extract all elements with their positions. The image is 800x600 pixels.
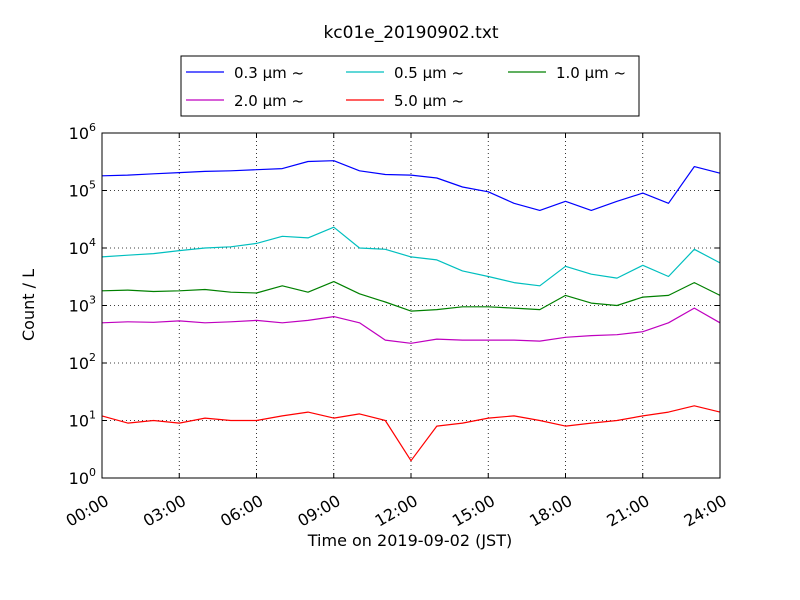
x-tick-label: 06:00 <box>217 491 266 531</box>
grid <box>102 133 720 478</box>
series-line-2 <box>101 281 721 312</box>
y-tick-exponent: 6 <box>89 121 96 134</box>
y-tick-label: 101 <box>69 409 96 431</box>
y-tick-label: 100 <box>69 466 96 488</box>
x-tick-label: 12:00 <box>372 491 421 531</box>
y-tick-base: 10 <box>69 182 89 201</box>
y-tick-base: 10 <box>69 297 89 316</box>
x-tick-label: 15:00 <box>449 491 498 531</box>
x-axis: 00:00 03:00 06:00 09:00 12:00 15:00 18:00 21:00… <box>63 133 730 531</box>
x-tick-label: 09:00 <box>294 491 343 531</box>
y-tick-base: 10 <box>69 124 89 143</box>
x-tick-label: 03:00 <box>140 491 189 531</box>
x-tick-label: 21:00 <box>603 491 652 531</box>
legend-frame <box>180 55 640 117</box>
y-tick-label: 105 <box>69 179 96 201</box>
legend-label-1: 0.5 μm ~ <box>394 64 464 82</box>
y-tick-base: 10 <box>69 354 89 373</box>
y-tick-exponent: 3 <box>89 294 96 307</box>
y-tick-base: 10 <box>69 412 89 431</box>
chart-title: kc01e_20190902.txt <box>323 23 498 43</box>
legend-label-4: 5.0 μm ~ <box>394 92 464 110</box>
y-tick-base: 10 <box>69 469 89 488</box>
legend: 0.3 μm ~ 0.5 μm ~ 1.0 μm ~ 2.0 μm ~ 5.0 μm ~ <box>180 55 640 117</box>
series-line-3 <box>101 307 721 344</box>
legend-label-3: 2.0 μm ~ <box>234 92 304 110</box>
y-tick-base: 10 <box>69 239 89 258</box>
y-tick-exponent: 4 <box>89 236 96 249</box>
y-tick-label: 104 <box>69 236 96 258</box>
y-tick-label: 102 <box>69 351 96 373</box>
legend-label-0: 0.3 μm ~ <box>234 64 304 82</box>
y-tick-exponent: 0 <box>89 466 96 479</box>
y-tick-label: 103 <box>69 294 96 316</box>
x-tick-label: 00:00 <box>63 491 112 531</box>
x-tick-label: 18:00 <box>526 491 575 531</box>
series-line-4 <box>101 405 721 462</box>
x-tick-label: 24:00 <box>681 491 730 531</box>
y-tick-label: 106 <box>69 121 96 143</box>
legend-label-2: 1.0 μm ~ <box>556 64 626 82</box>
series-line-1 <box>101 226 721 287</box>
legend-items: 0.3 μm ~ 0.5 μm ~ 1.0 μm ~ 2.0 μm ~ 5.0 μm ~ <box>186 64 626 110</box>
series-line-0 <box>101 160 721 211</box>
x-axis-label: Time on 2019-09-02 (JST) <box>307 531 512 550</box>
y-tick-exponent: 5 <box>89 179 96 192</box>
y-tick-exponent: 2 <box>89 351 96 364</box>
series-layer <box>101 160 721 462</box>
y-tick-exponent: 1 <box>89 409 96 422</box>
y-axis-label: Count / L <box>19 269 38 341</box>
